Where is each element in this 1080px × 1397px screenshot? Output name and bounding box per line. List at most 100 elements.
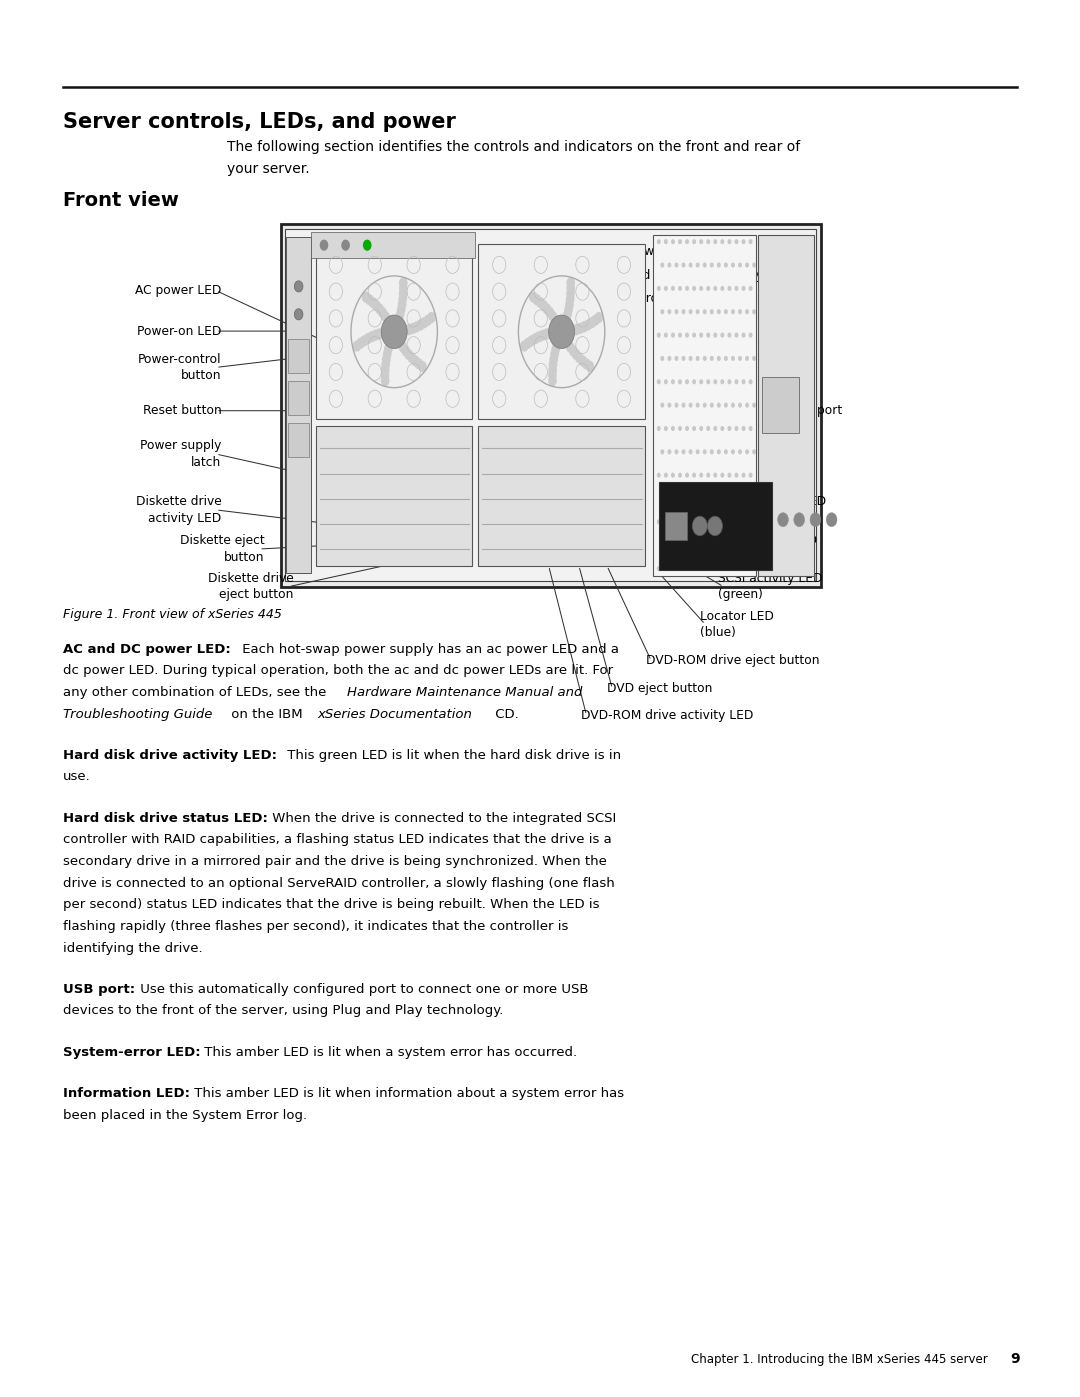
Circle shape	[720, 520, 725, 524]
Text: been placed in the System Error log.: been placed in the System Error log.	[63, 1109, 307, 1122]
Circle shape	[692, 517, 707, 536]
Circle shape	[678, 379, 681, 384]
Circle shape	[720, 332, 725, 338]
Circle shape	[407, 352, 416, 363]
Circle shape	[748, 332, 753, 338]
Circle shape	[549, 365, 557, 376]
Circle shape	[731, 309, 734, 314]
Text: Hard disk drive activity LED: Hard disk drive activity LED	[621, 268, 791, 282]
Circle shape	[657, 566, 661, 571]
Circle shape	[383, 344, 392, 355]
Circle shape	[585, 360, 594, 372]
Circle shape	[748, 426, 753, 432]
Circle shape	[399, 342, 407, 353]
Text: Power supply
latch: Power supply latch	[140, 439, 221, 469]
Circle shape	[678, 332, 681, 338]
Circle shape	[405, 324, 414, 335]
Text: xSeries Documentation: xSeries Documentation	[318, 707, 472, 721]
Circle shape	[692, 332, 697, 338]
Circle shape	[542, 303, 551, 314]
Text: This green LED is lit when the hard disk drive is in: This green LED is lit when the hard disk…	[283, 749, 621, 761]
Circle shape	[667, 542, 672, 548]
Circle shape	[692, 239, 697, 244]
Circle shape	[542, 328, 551, 339]
Circle shape	[724, 356, 728, 360]
Circle shape	[519, 341, 528, 352]
Circle shape	[550, 353, 558, 365]
Circle shape	[706, 239, 711, 244]
Circle shape	[539, 330, 548, 341]
Circle shape	[720, 566, 725, 571]
Circle shape	[591, 314, 599, 326]
Circle shape	[745, 309, 750, 314]
Circle shape	[738, 496, 742, 502]
Circle shape	[667, 450, 672, 454]
Circle shape	[356, 338, 365, 349]
Circle shape	[689, 450, 692, 454]
Circle shape	[588, 317, 596, 328]
Circle shape	[553, 339, 562, 351]
Circle shape	[678, 566, 681, 571]
Circle shape	[710, 496, 714, 502]
Text: Server controls, LEDs, and power: Server controls, LEDs, and power	[63, 112, 456, 131]
Circle shape	[382, 349, 391, 360]
Circle shape	[565, 303, 573, 314]
Circle shape	[675, 263, 678, 268]
Circle shape	[294, 309, 303, 320]
Circle shape	[681, 309, 686, 314]
Circle shape	[546, 327, 555, 338]
Circle shape	[362, 292, 370, 303]
Circle shape	[413, 321, 421, 332]
Circle shape	[692, 520, 697, 524]
Circle shape	[575, 352, 583, 363]
Circle shape	[742, 472, 745, 478]
Circle shape	[685, 472, 689, 478]
Circle shape	[731, 263, 734, 268]
Circle shape	[734, 239, 739, 244]
Text: Hardware Maintenance Manual and: Hardware Maintenance Manual and	[347, 686, 582, 698]
Circle shape	[415, 358, 423, 369]
Circle shape	[692, 472, 697, 478]
Circle shape	[401, 326, 409, 337]
Circle shape	[731, 496, 734, 502]
Circle shape	[742, 520, 745, 524]
Text: Diskette eject
button: Diskette eject button	[180, 534, 265, 564]
Circle shape	[411, 355, 420, 366]
Text: CD.: CD.	[491, 707, 519, 721]
Circle shape	[717, 356, 720, 360]
Circle shape	[365, 295, 374, 306]
Circle shape	[728, 426, 731, 432]
Text: System-error LED:: System-error LED:	[63, 1046, 200, 1059]
Circle shape	[685, 379, 689, 384]
Polygon shape	[285, 229, 816, 581]
Circle shape	[738, 450, 742, 454]
Circle shape	[582, 358, 591, 369]
Circle shape	[667, 309, 672, 314]
Circle shape	[713, 239, 717, 244]
Circle shape	[428, 312, 436, 323]
Polygon shape	[288, 339, 309, 373]
Circle shape	[696, 402, 700, 408]
Circle shape	[540, 300, 549, 312]
Circle shape	[710, 309, 714, 314]
Circle shape	[703, 263, 706, 268]
Circle shape	[717, 496, 720, 502]
Circle shape	[692, 286, 697, 291]
Circle shape	[685, 239, 689, 244]
Circle shape	[713, 379, 717, 384]
Circle shape	[535, 331, 543, 342]
Circle shape	[381, 370, 390, 381]
Circle shape	[745, 542, 750, 548]
Circle shape	[657, 472, 661, 478]
Circle shape	[549, 310, 557, 321]
Circle shape	[397, 303, 406, 314]
Circle shape	[724, 496, 728, 502]
Polygon shape	[653, 235, 756, 576]
Circle shape	[696, 309, 700, 314]
Circle shape	[675, 496, 678, 502]
Circle shape	[671, 520, 675, 524]
Circle shape	[696, 450, 700, 454]
Circle shape	[794, 513, 805, 527]
Text: This amber LED is lit when information about a system error has: This amber LED is lit when information a…	[190, 1087, 624, 1099]
Circle shape	[742, 379, 745, 384]
